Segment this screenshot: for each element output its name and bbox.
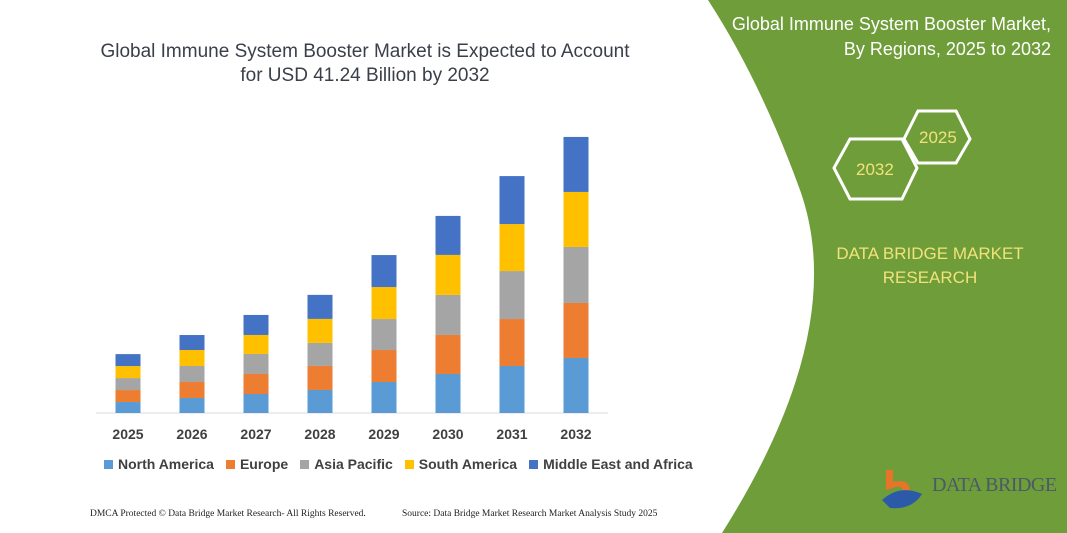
bar-2029-south-america bbox=[371, 287, 397, 320]
bar-2031-north-america bbox=[499, 366, 525, 413]
bar-2026-europe bbox=[179, 382, 205, 399]
footer-copyright: DMCA Protected © Data Bridge Market Rese… bbox=[90, 509, 366, 519]
bar-2026-north-america bbox=[179, 398, 205, 413]
bar-2029-north-america bbox=[371, 382, 397, 413]
footer-source: Source: Data Bridge Market Research Mark… bbox=[402, 509, 658, 519]
legend-label: Asia Pacific bbox=[314, 456, 393, 472]
bar-2031-middle-east-and-africa bbox=[499, 176, 525, 225]
bar-2032-north-america bbox=[563, 357, 589, 413]
bar-2032-asia-pacific bbox=[563, 246, 589, 303]
legend-item: South America bbox=[404, 456, 518, 472]
legend-swatch bbox=[404, 459, 414, 469]
bar-2025-middle-east-and-africa bbox=[115, 354, 141, 367]
bar-2032-south-america bbox=[563, 191, 589, 247]
panel-title: Global Immune System Booster Market, By … bbox=[731, 14, 1051, 59]
chart-title: Global Immune System Booster Market is E… bbox=[100, 41, 630, 86]
logo-icon bbox=[882, 470, 922, 509]
bar-2025-north-america bbox=[115, 402, 141, 413]
legend-swatch bbox=[225, 459, 235, 469]
bar-2028-north-america bbox=[307, 389, 333, 413]
green-panel bbox=[708, 0, 1067, 533]
legend-label: Europe bbox=[239, 456, 289, 472]
bar-2025-south-america bbox=[115, 366, 141, 379]
bar-2025-asia-pacific bbox=[115, 378, 141, 391]
x-tick-label: 2031 bbox=[496, 426, 528, 442]
x-tick-label: 2029 bbox=[368, 426, 400, 442]
hex-label-2025: 2025 bbox=[919, 128, 957, 147]
brand-text: DATA BRIDGE MARKET RESEARCH bbox=[836, 244, 1024, 287]
legend-swatch bbox=[300, 459, 310, 469]
bar-2028-middle-east-and-africa bbox=[307, 294, 333, 319]
legend: North America Europe Asia Pacific South Ame… bbox=[104, 456, 693, 472]
bar-2031-asia-pacific bbox=[499, 271, 525, 320]
logo-text: DATA BRIDGE bbox=[932, 474, 1057, 496]
legend-swatch bbox=[529, 459, 539, 469]
legend-swatch bbox=[104, 459, 113, 469]
bar-2030-asia-pacific bbox=[435, 294, 461, 335]
bar-2030-south-america bbox=[435, 254, 461, 295]
bar-2026-middle-east-and-africa bbox=[179, 335, 205, 351]
bar-2029-asia-pacific bbox=[371, 319, 397, 351]
legend-item: Asia Pacific bbox=[300, 456, 393, 472]
bar-2030-north-america bbox=[435, 373, 461, 413]
bar-2027-europe bbox=[243, 373, 269, 394]
bar-2027-south-america bbox=[243, 334, 269, 354]
bar-2031-europe bbox=[499, 319, 525, 367]
bar-2030-middle-east-and-africa bbox=[435, 215, 461, 255]
bar-2028-asia-pacific bbox=[307, 342, 333, 366]
legend-label: South America bbox=[418, 456, 518, 472]
bar-2028-south-america bbox=[307, 318, 333, 343]
hexagon-2032 bbox=[832, 137, 919, 201]
x-tick-label: 2032 bbox=[560, 426, 592, 442]
legend-label: Middle East and Africa bbox=[543, 456, 693, 472]
bar-2029-europe bbox=[371, 350, 397, 383]
x-tick-label: 2030 bbox=[432, 426, 464, 442]
legend-label: North America bbox=[118, 456, 214, 472]
bar-2027-north-america bbox=[243, 393, 269, 413]
legend-item: North America bbox=[104, 456, 214, 472]
bar-2025-europe bbox=[115, 390, 141, 403]
bar-2032-europe bbox=[563, 302, 589, 358]
bar-2030-europe bbox=[435, 334, 461, 374]
x-tick-label: 2027 bbox=[240, 426, 272, 442]
bar-2029-middle-east-and-africa bbox=[371, 255, 397, 288]
legend-item: Europe bbox=[225, 456, 289, 472]
x-tick-label: 2025 bbox=[112, 426, 144, 442]
bar-2032-middle-east-and-africa bbox=[563, 136, 589, 192]
bar-2027-middle-east-and-africa bbox=[243, 314, 269, 335]
x-tick-label: 2026 bbox=[176, 426, 208, 442]
x-tick-label: 2028 bbox=[304, 426, 336, 442]
hexagon-2025 bbox=[902, 109, 972, 165]
legend-item: Middle East and Africa bbox=[529, 456, 693, 472]
bar-2027-asia-pacific bbox=[243, 353, 269, 374]
hex-label-2032: 2032 bbox=[856, 160, 894, 179]
bar-2026-asia-pacific bbox=[179, 366, 205, 383]
bar-2028-europe bbox=[307, 365, 333, 390]
bars-group bbox=[115, 136, 589, 413]
bar-2031-south-america bbox=[499, 224, 525, 272]
bar-2026-south-america bbox=[179, 350, 205, 367]
